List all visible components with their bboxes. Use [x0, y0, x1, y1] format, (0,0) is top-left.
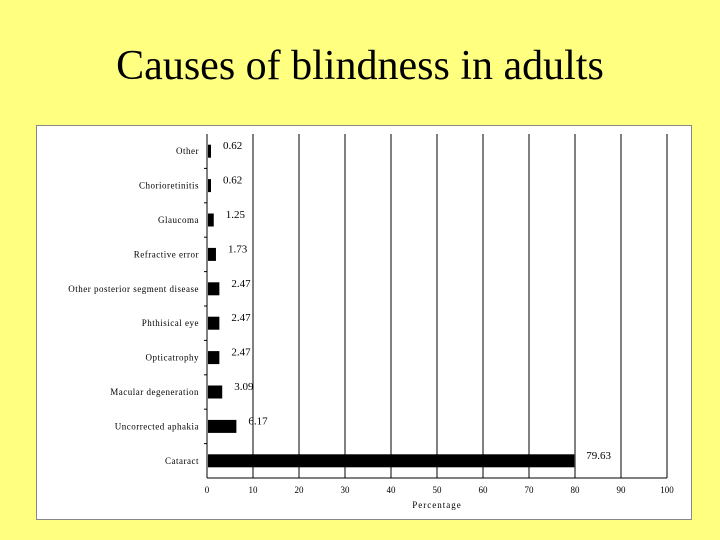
- slide-title: Causes of blindness in adults: [116, 43, 604, 89]
- category-label: Macular degeneration: [110, 387, 199, 397]
- value-label: 79.63: [586, 450, 611, 462]
- x-tick-label: 0: [205, 485, 210, 495]
- x-tick-label: 10: [249, 485, 259, 495]
- x-tick-label: 90: [617, 485, 627, 495]
- x-tick-label: 50: [433, 485, 443, 495]
- bars: [208, 144, 575, 468]
- value-label: 6.17: [248, 415, 268, 427]
- value-labels: 0.62 0.62 1.25 1.73 2.47 2.47 2.47 3.09 6.17 79.6…: [223, 140, 612, 462]
- category-label: Glaucoma: [158, 215, 199, 225]
- bar-chart: Other Chorioretinitis Glaucoma Refractive e…: [68, 134, 675, 510]
- x-tick-labels: 0 10 20 30 40 50 60 70 80 90 100: [205, 485, 675, 495]
- category-label: Other: [176, 146, 199, 156]
- bar: [208, 316, 220, 330]
- category-label: Chorioretinitis: [139, 181, 199, 191]
- bar: [208, 419, 237, 433]
- x-axis-title: Percentage: [412, 500, 461, 510]
- value-label: 0.62: [223, 175, 242, 187]
- bar: [208, 351, 220, 365]
- category-labels: Other Chorioretinitis Glaucoma Refractive e…: [68, 146, 200, 466]
- x-tick-label: 30: [341, 485, 351, 495]
- bar: [208, 213, 214, 227]
- value-label: 3.09: [234, 381, 254, 393]
- value-label: 2.47: [231, 312, 251, 324]
- bar: [208, 454, 575, 468]
- x-tick-label: 100: [660, 485, 674, 495]
- bar: [208, 247, 216, 261]
- category-label: Phthisical eye: [142, 318, 199, 328]
- x-tick-label: 60: [479, 485, 489, 495]
- bar: [208, 282, 220, 296]
- value-label: 2.47: [231, 347, 251, 359]
- category-label: Uncorrected aphakia: [115, 421, 199, 431]
- x-tick-label: 20: [295, 485, 305, 495]
- category-label: Refractive error: [134, 249, 199, 259]
- bar: [208, 144, 211, 158]
- value-label: 1.73: [228, 243, 248, 255]
- x-tick-label: 70: [525, 485, 535, 495]
- category-label: Cataract: [165, 456, 199, 466]
- y-axis-ticks: [204, 167, 207, 445]
- value-label: 0.62: [223, 140, 242, 152]
- value-label: 1.25: [226, 209, 246, 221]
- category-label: Opticatrophy: [146, 353, 200, 363]
- value-label: 2.47: [231, 278, 251, 290]
- chart-panel: Other Chorioretinitis Glaucoma Refractive e…: [36, 125, 692, 520]
- category-label: Other posterior segment disease: [68, 284, 199, 294]
- grid-lines: [252, 134, 668, 478]
- x-tick-label: 40: [387, 485, 397, 495]
- x-tick-label: 80: [571, 485, 581, 495]
- bar: [208, 179, 211, 193]
- bar: [208, 385, 223, 399]
